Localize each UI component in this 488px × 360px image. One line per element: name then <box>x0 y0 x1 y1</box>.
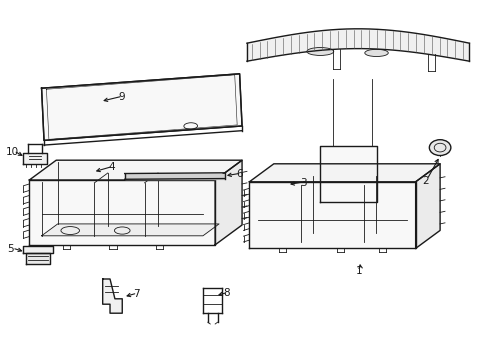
Text: 1: 1 <box>355 266 362 276</box>
Polygon shape <box>249 164 439 182</box>
Polygon shape <box>215 160 242 245</box>
Polygon shape <box>41 74 242 140</box>
Text: 9: 9 <box>118 92 124 102</box>
Polygon shape <box>29 180 215 245</box>
Text: 2: 2 <box>421 176 428 186</box>
Polygon shape <box>29 160 242 180</box>
Polygon shape <box>23 153 47 164</box>
Text: 4: 4 <box>108 162 115 172</box>
Circle shape <box>428 140 450 156</box>
Ellipse shape <box>364 49 387 57</box>
Polygon shape <box>26 253 50 264</box>
Polygon shape <box>246 29 468 61</box>
Text: 5: 5 <box>7 244 14 254</box>
Text: 10: 10 <box>6 147 19 157</box>
Polygon shape <box>415 164 439 248</box>
Text: 3: 3 <box>299 178 306 188</box>
Polygon shape <box>41 224 219 236</box>
Text: 6: 6 <box>236 169 243 179</box>
Polygon shape <box>102 279 122 313</box>
Polygon shape <box>320 146 376 202</box>
Polygon shape <box>23 246 53 253</box>
Text: 8: 8 <box>223 288 229 298</box>
Polygon shape <box>249 182 415 248</box>
Text: 7: 7 <box>132 289 139 299</box>
Ellipse shape <box>306 48 333 55</box>
